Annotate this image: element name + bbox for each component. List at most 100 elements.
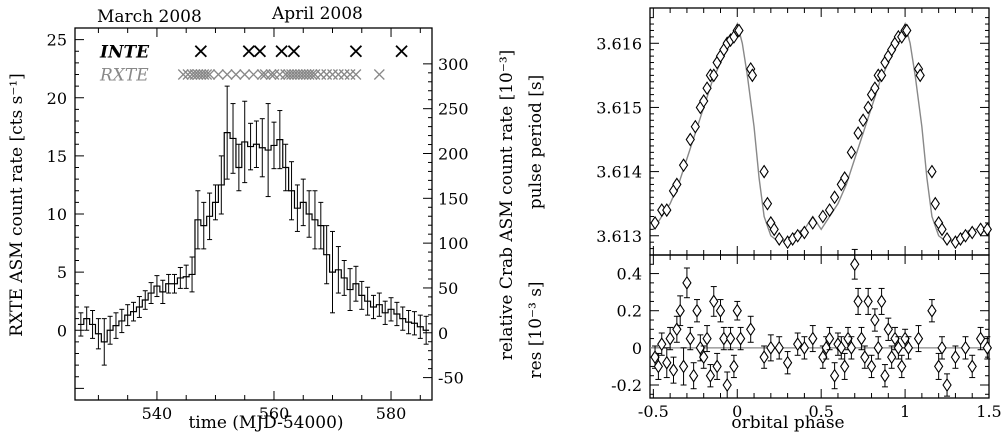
- pulse-period-point: [876, 68, 887, 83]
- right-y-tick-label: 250: [438, 100, 469, 119]
- pulse-period-point: [829, 190, 840, 205]
- residual-point: [876, 294, 887, 309]
- inte-marker: [287, 45, 301, 58]
- pulse-period-point: [762, 196, 773, 211]
- residual-point: [824, 331, 835, 346]
- residual-point: [672, 322, 682, 337]
- residual-point: [725, 331, 736, 346]
- residual-point: [836, 340, 846, 355]
- residual-point: [766, 340, 776, 355]
- pulse-period-point: [759, 164, 769, 179]
- orbital-phase-x-axis-label: orbital phase: [731, 413, 844, 433]
- residual-point: [668, 363, 679, 378]
- left-x-tick-label: 560: [259, 404, 290, 423]
- inte-marker: [395, 45, 408, 58]
- pulse-period-point: [927, 164, 937, 179]
- right-y-tick-label: 150: [438, 189, 469, 208]
- rxte-marker: [350, 69, 362, 80]
- pulse-period-point: [937, 222, 947, 237]
- pulse-period-point: [769, 222, 779, 237]
- orbital-phase-tick-label: -0.5: [638, 402, 669, 421]
- residual-point: [883, 322, 893, 337]
- residual-point: [682, 275, 692, 290]
- pulse-period-point: [960, 228, 971, 243]
- left-x-tick-label: 580: [376, 404, 407, 423]
- residual-point: [950, 350, 961, 365]
- residual-point: [897, 359, 907, 374]
- pulse-period-point: [808, 215, 818, 230]
- left-y-tick-label: 15: [47, 147, 67, 166]
- residual-point: [653, 359, 664, 374]
- residual-point: [774, 340, 784, 355]
- residual-point: [850, 257, 860, 272]
- residual-point: [863, 294, 873, 309]
- pulse-period-tick-label: 3.613: [596, 227, 642, 246]
- residual-point: [870, 313, 880, 327]
- residual-point: [712, 359, 722, 374]
- inte-marker: [349, 45, 363, 58]
- rxte-marker: [248, 69, 259, 80]
- right-y-tick-label: 0: [438, 324, 448, 343]
- residual-point: [688, 368, 699, 383]
- residual-point: [960, 340, 971, 355]
- pulse-period-point: [930, 196, 940, 211]
- pulse-period-point: [824, 203, 835, 218]
- left-right-y-axis-label: relative Crab ASM count rate [10⁻³]: [497, 50, 517, 361]
- residual-tick-label: 0.4: [617, 265, 642, 284]
- residual-point: [782, 355, 793, 370]
- residual-tick-label: 0: [632, 339, 642, 358]
- residual-y-axis-label: res [10⁻³ s]: [526, 281, 546, 378]
- pulse-period-point: [678, 158, 689, 173]
- orbital-phase-tick-label: 0.5: [808, 402, 833, 421]
- residual-point: [893, 340, 904, 355]
- pulse-period-tick-label: 3.616: [596, 34, 642, 53]
- residual-point: [799, 340, 810, 355]
- right-y-tick-label: 100: [438, 234, 469, 253]
- residual-point: [913, 331, 924, 346]
- right-y-tick-label: 300: [438, 55, 469, 74]
- left-y-tick-label: 5: [57, 263, 67, 282]
- rxte-marker: [306, 69, 318, 80]
- left-x-axis-label: time (MJD-54000): [188, 413, 343, 433]
- residual-point: [808, 331, 818, 346]
- residual-point: [735, 331, 746, 346]
- residual-point: [829, 368, 840, 383]
- residual-point: [880, 368, 890, 383]
- pulse-period-tick-label: 3.615: [596, 98, 642, 117]
- pulse-period-point: [747, 68, 758, 83]
- residual-point: [729, 359, 739, 374]
- residual-point: [709, 294, 719, 309]
- residual-point: [846, 340, 857, 355]
- residual-point: [650, 350, 660, 365]
- rxte-marker: [373, 69, 385, 80]
- pulse-period-tick-label: 3.614: [596, 163, 642, 182]
- residual-point: [975, 331, 986, 346]
- light-curve-step: [77, 132, 430, 343]
- rxte-marker: [256, 69, 268, 80]
- left-y-tick-label: 25: [47, 31, 67, 50]
- residual-point: [793, 337, 803, 352]
- residual-point: [937, 340, 947, 355]
- pulse-period-point: [942, 231, 952, 246]
- residual-point: [927, 303, 937, 318]
- pulse-period-point: [734, 23, 744, 38]
- rxte-marker: [177, 69, 189, 80]
- right-y-tick-label: -50: [438, 369, 464, 388]
- pulse-period-point: [699, 94, 709, 109]
- residual-point: [662, 355, 672, 370]
- residual-point: [840, 359, 850, 374]
- right-y-tick-label: 50: [438, 279, 458, 298]
- inte-marker: [275, 45, 288, 58]
- pulse-period-point: [853, 126, 863, 141]
- residual-point: [665, 331, 675, 346]
- residual-point: [692, 303, 702, 318]
- left-y-tick-label: 10: [47, 205, 67, 224]
- pulse-period-point: [846, 145, 857, 160]
- pulse-period-y-axis-label: pulse period [s]: [526, 75, 546, 209]
- left-y-tick-label: 0: [57, 321, 67, 340]
- residual-point: [821, 340, 831, 355]
- left-x-tick-label: 540: [142, 404, 173, 423]
- residual-point: [903, 340, 914, 355]
- pulse-period-point: [709, 68, 719, 83]
